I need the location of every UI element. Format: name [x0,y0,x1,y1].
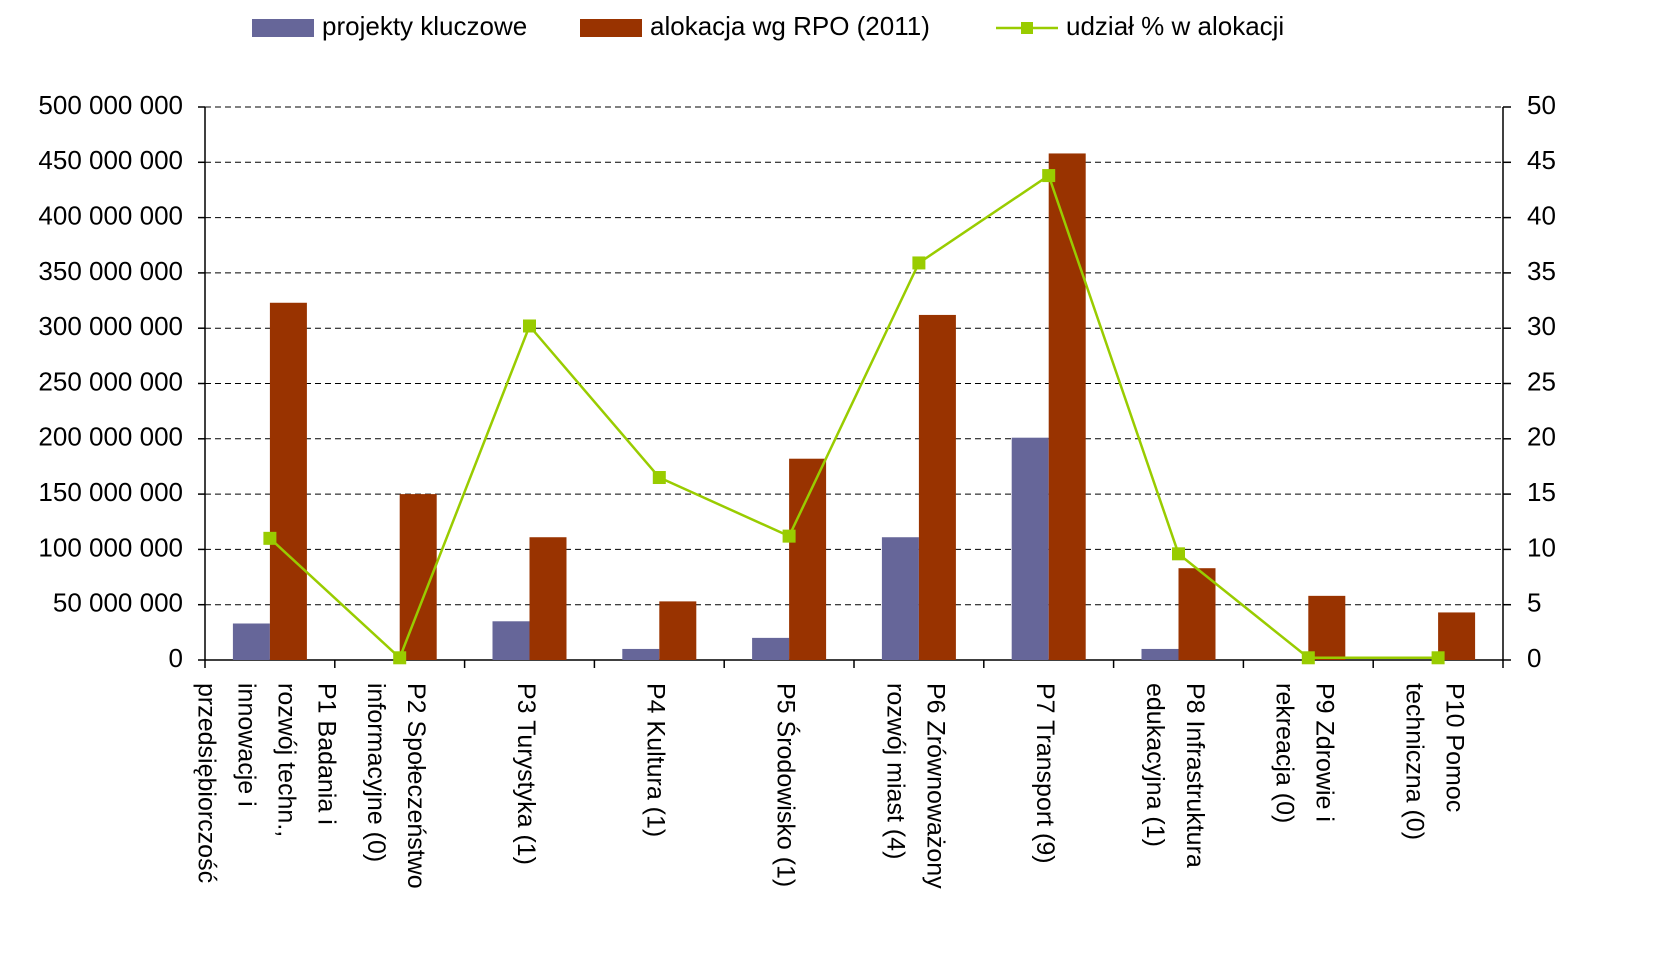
bar [529,537,567,660]
line-marker [393,651,407,665]
y2-tick-label: 10 [1527,532,1556,562]
x-tick-label: innowacje i [232,683,260,807]
y2-tick-label: 50 [1527,90,1556,120]
y-tick-label: 450 000 000 [38,145,183,175]
y-tick-label: 350 000 000 [38,256,183,286]
line-marker [1431,651,1445,665]
y2-tick-label: 5 [1527,588,1541,618]
x-tick-label: rekreacja (0) [1271,683,1299,823]
bar [269,302,307,660]
bar [918,314,956,660]
x-tick-label: P3 Turystyka (1) [512,683,540,865]
bar [1178,568,1216,660]
bar [789,458,827,660]
y2-tick-label: 20 [1527,422,1556,452]
x-tick-label: edukacyjna (1) [1141,683,1169,847]
y-tick-label: 0 [169,643,183,673]
y-tick-label: 100 000 000 [38,532,183,562]
line-marker [263,531,277,545]
bar [1011,437,1049,660]
bar [232,623,270,660]
x-tick-label: techniczna (0) [1400,683,1428,840]
x-tick-label: informacyjne (0) [362,683,390,862]
bar [1141,648,1179,660]
x-tick-label: P6 Zrównoważony [921,683,949,889]
line-marker [523,319,536,333]
y2-tick-label: 45 [1527,145,1556,175]
legend-label: alokacja wg RPO (2011) [650,11,930,41]
legend-label: udział % w alokacji [1066,11,1284,41]
bar [881,537,919,660]
y2-tick-label: 15 [1527,477,1556,507]
y2-tick-label: 0 [1527,643,1541,673]
y2-tick-label: 30 [1527,311,1556,341]
x-tick-label: rozwój techn., [272,683,300,837]
legend-swatch [1021,22,1033,34]
line-marker [782,529,796,543]
x-tick-label: P9 Zdrowie i [1311,683,1339,822]
x-tick-label: rozwój miast (4) [881,683,909,859]
y-tick-label: 300 000 000 [38,311,183,341]
bar [752,637,790,660]
x-tick-label: P10 Pomoc [1440,683,1468,812]
bar [622,648,660,660]
legend-swatch [580,19,642,37]
y-tick-label: 250 000 000 [38,366,183,396]
x-tick-label: P7 Transport (9) [1031,683,1059,864]
y-tick-label: 500 000 000 [38,90,183,120]
legend-swatch [252,19,314,37]
line-marker [1172,547,1185,561]
bar [659,601,697,660]
line-marker [912,256,926,270]
y2-tick-label: 40 [1527,200,1556,230]
bar [1308,595,1346,660]
x-tick-label: P4 Kultura (1) [642,683,670,837]
line-marker [1301,651,1315,665]
x-tick-label: P5 Środowisko (1) [771,683,801,887]
line-marker [1042,169,1056,183]
x-tick-label: przedsiębiorczość [192,683,220,883]
bar [492,621,530,660]
y-tick-label: 200 000 000 [38,422,183,452]
y-tick-label: 400 000 000 [38,200,183,230]
x-tick-label: P1 Badania i [312,683,340,825]
legend-label: projekty kluczowe [322,11,527,41]
x-tick-label: P2 Społeczeństwo [402,683,430,889]
y-tick-label: 50 000 000 [53,588,183,618]
line-marker [652,471,666,485]
x-tick-label: P8 Infrastruktura [1181,683,1209,868]
line [269,173,1439,660]
y2-tick-label: 35 [1527,256,1556,286]
bar [1048,153,1086,660]
y2-tick-label: 25 [1527,366,1556,396]
y-tick-label: 150 000 000 [38,477,183,507]
